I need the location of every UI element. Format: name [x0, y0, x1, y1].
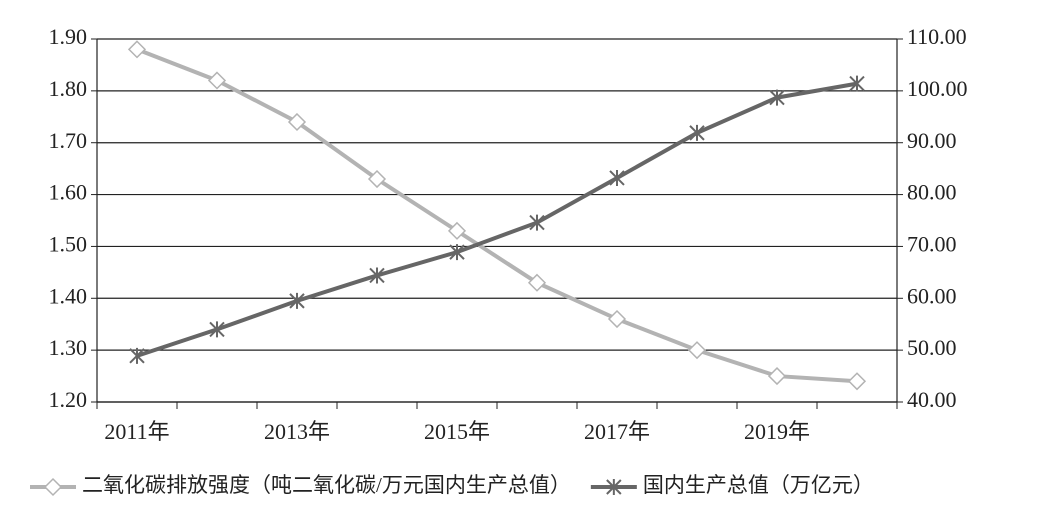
point	[689, 124, 705, 141]
series-line	[136, 47, 858, 384]
y2-tick-label: 80.00	[907, 180, 957, 205]
series-line	[136, 81, 858, 358]
point	[849, 75, 865, 92]
y2-tick-label: 100.00	[907, 76, 968, 101]
legend-text: 二氧化碳排放强度（吨二氧化碳/万元国内生产总值）	[82, 473, 571, 497]
y2-tick-label: 70.00	[907, 231, 957, 256]
point	[369, 267, 385, 284]
point	[767, 367, 787, 386]
point	[609, 169, 625, 186]
x-tick-label: 2019年	[744, 419, 810, 444]
y-tick-label: 1.80	[49, 76, 88, 101]
y2-tick-label: 110.00	[907, 24, 967, 49]
y-tick-label: 1.30	[49, 335, 88, 360]
y2-tick-label: 90.00	[907, 128, 957, 153]
point	[769, 89, 785, 106]
y-tick-label: 1.90	[49, 24, 88, 49]
y-tick-label: 1.60	[49, 180, 88, 205]
point	[606, 479, 622, 495]
y-tick-label: 1.40	[49, 283, 88, 308]
x-tick-label: 2011年	[104, 419, 169, 444]
point	[447, 221, 467, 240]
point	[607, 309, 627, 329]
point	[127, 40, 147, 59]
point	[287, 112, 307, 132]
y2-tick-label: 50.00	[907, 335, 957, 360]
x-tick-label: 2015年	[424, 419, 490, 444]
point	[847, 372, 867, 391]
point	[687, 341, 707, 360]
point	[129, 347, 145, 364]
point	[209, 321, 225, 338]
point	[449, 244, 465, 261]
y-tick-label: 1.20	[49, 387, 88, 412]
y2-tick-label: 40.00	[907, 387, 957, 412]
x-tick-label: 2013年	[264, 419, 330, 444]
point	[529, 214, 545, 231]
x-tick-label: 2017年	[584, 419, 650, 444]
point	[43, 477, 63, 497]
point	[527, 273, 547, 292]
y-tick-label: 1.50	[49, 231, 88, 256]
y-tick-label: 1.70	[49, 128, 88, 153]
point	[367, 169, 387, 189]
point	[207, 71, 227, 90]
point	[289, 292, 305, 309]
legend-text: 国内生产总值（万亿元）	[643, 473, 874, 497]
y2-tick-label: 60.00	[907, 283, 957, 308]
